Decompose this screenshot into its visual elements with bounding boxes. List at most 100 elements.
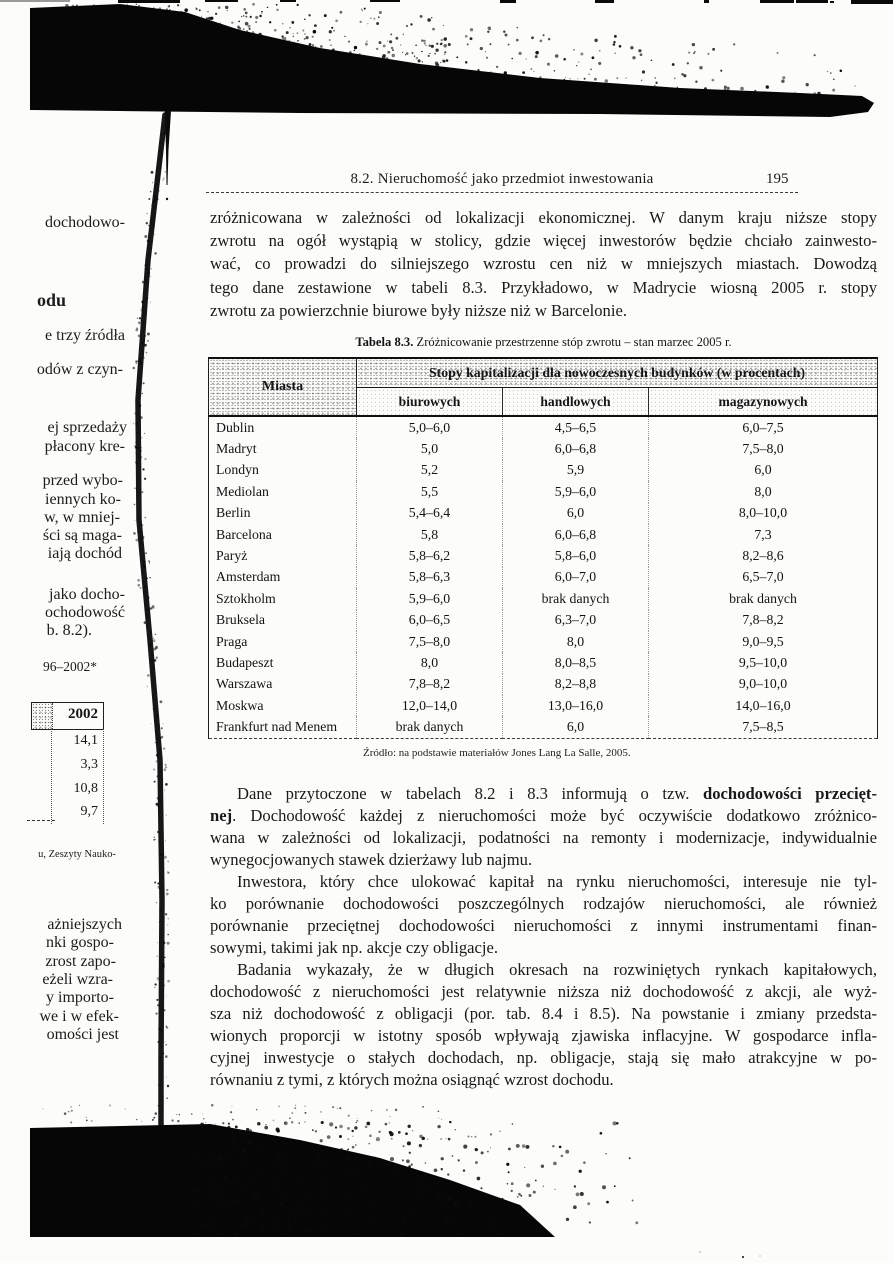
rate-cell: 7,5–8,5 [647,716,878,739]
rate-cell: 5,4–6,4 [356,502,503,524]
rate-cell: 12,0–14,0 [356,695,503,717]
book-spine-shadow [135,112,168,1130]
rate-cell: 6,0 [502,716,649,739]
rate-cell: 9,5–10,0 [647,652,878,674]
table-row: Dublin 5,0–6,0 4,5–6,5 6,0–7,5 [209,416,878,439]
table-row: Londyn 5,2 5,9 6,0 [209,459,878,482]
rate-cell: 6,0–7,0 [502,566,649,589]
table-row: Amsterdam 5,8–6,3 6,0–7,0 6,5–7,0 [209,566,878,589]
left-fragment-table-value: 9,7 [80,804,99,820]
left-page-fragment: ochodowość [45,604,125,621]
left-fragment-table-bottom-dash [27,820,55,821]
column-header-office: biurowych [356,387,503,417]
table-row: Sztokholm 5,9–6,0 brak danych brak danych [209,588,878,610]
left-page-fragment: przed wybo- [42,472,123,489]
rate-cell: 5,8 [356,523,503,546]
city-cell: Amsterdam [216,569,281,585]
rate-cell: 8,0–8,5 [502,652,649,674]
rate-cell: 5,9–6,0 [502,481,649,503]
rate-cell: 5,5 [356,481,503,503]
left-fragment-table-values: 14,1 3,3 10,8 9,7 [51,729,104,825]
rate-cell: 8,0–10,0 [647,502,878,524]
paragraph: Badania wykazały, że w długich okresach … [210,959,877,1091]
text-line: zwrotu na ogół wystąpią w stolicy, gdzie… [210,231,877,251]
rate-cell: brak danych [356,716,503,739]
paragraph: Dane przytoczone w tabelach 8.2 i 8.3 in… [210,783,877,871]
left-fragment-table-header: 2002 [31,702,104,730]
text-line: wynegocjowanych stawek dzierżawy lub naj… [210,850,533,869]
left-fragment-table-year: 2002 [68,706,98,722]
left-fragment-table-speckle-cell [32,703,53,729]
rate-cell: 6,0 [502,502,649,524]
city-cell: Berlin [216,505,251,521]
rate-cell: 6,0–6,5 [356,609,503,631]
rate-cell: 7,5–8,0 [647,438,878,460]
top-band-drip [165,111,171,185]
sub-header-row: biurowych handlowych magazynowych [209,387,878,417]
text-line: wana w zależności od lokalizacji, podatn… [210,828,877,847]
table-caption-number: Tabela 8.3. [355,335,414,349]
column-header-city: Miasta [208,358,357,417]
text-line: sza niż dochodowość z obligacji (por. ta… [210,1004,877,1023]
rate-cell: 5,8–6,3 [356,566,503,589]
city-cell: Bruksela [216,612,266,628]
text-line: tego dane zestawione w tabeli 8.3. Przyk… [210,277,877,297]
rate-cell: 8,2–8,6 [647,545,878,567]
rate-cell: 5,0–6,0 [356,416,503,439]
table-row: Mediolan 5,5 5,9–6,0 8,0 [209,481,878,503]
left-page-fragment: dochodowo- [45,214,125,231]
rate-cell: 6,0 [647,459,878,482]
rate-cell: 14,0–16,0 [647,695,878,717]
bottom-right-dust [699,1251,761,1259]
table-row: Madryt 5,0 6,0–6,8 7,5–8,0 [209,438,878,460]
page-number: 195 [766,171,789,187]
text-line: równaniu z tymi, z których można osiągną… [210,1070,614,1089]
left-page-fragment: e trzy źródła [45,327,125,344]
rate-cell: 6,0–6,8 [502,438,649,460]
left-page-fragment: odu [36,290,66,310]
table-row: Bruksela 6,0–6,5 6,3–7,0 7,8–8,2 [209,609,878,631]
text-line: nej. Dochodowość każdej z nieruchomości … [210,806,877,825]
city-cell: Paryż [216,548,248,564]
left-page-fragment: iennych ko- [45,491,121,508]
rate-cell: 4,5–6,5 [502,416,649,439]
table-caption-text: Zróżnicowanie przestrzenne stóp zwrotu –… [413,335,732,349]
left-page-fragment: we i w efek- [39,1008,119,1025]
text-line: dochodowość z nieruchomości jest relatyw… [210,982,877,1001]
left-page-fragment: y importo- [46,989,114,1006]
rate-cell: 8,2–8,8 [502,673,649,696]
left-page-fragment: u, Zeszyty Nauko- [38,849,116,860]
left-page-fragment: płacony kre- [44,438,125,455]
rate-cell: brak danych [502,588,649,610]
rate-cell: 7,8–8,2 [647,609,878,631]
rate-cell: 8,0 [356,652,503,674]
rate-cell: 6,0–6,8 [502,523,649,546]
rate-cell: 9,0–10,0 [647,673,878,696]
bottom-scan-blob [30,1124,555,1237]
city-cell: Praga [216,633,248,649]
table-row: Berlin 5,4–6,4 6,0 8,0–10,0 [209,502,878,524]
rate-cell: 5,8–6,2 [356,545,503,567]
rate-cell: 8,0 [502,630,649,653]
rate-cell: 7,8–8,2 [356,673,503,696]
left-page-fragment: ści są maga- [42,527,122,544]
city-cell: Madryt [216,441,257,457]
city-cell: Budapeszt [216,654,274,670]
rate-cell: 7,3 [647,523,878,546]
left-fragment-table-value: 10,8 [73,780,99,796]
rate-cell: 5,0 [356,438,503,460]
left-page-fragment: ej sprzedaży [47,419,127,436]
band-speckle-noise [65,2,856,96]
table-caption: Tabela 8.3. Zróżnicowanie przestrzenne s… [210,335,877,350]
text-line: ko porównanie dochodowości poszczególnyc… [210,894,877,913]
city-cell: Frankfurt nad Menem [216,719,338,735]
left-fragment-table-value: 14,1 [73,733,99,748]
rate-cell: 6,0–7,5 [647,416,878,439]
left-page-fragment: ażniejszych [47,916,122,933]
text-line: sowymi, takimi jak np. akcje czy obligac… [210,938,499,957]
rate-cell: 9,0–9,5 [647,630,878,653]
city-cell: Dublin [216,419,255,435]
rate-cell: 5,8–6,0 [502,545,649,567]
city-cell: Warszawa [216,676,273,692]
